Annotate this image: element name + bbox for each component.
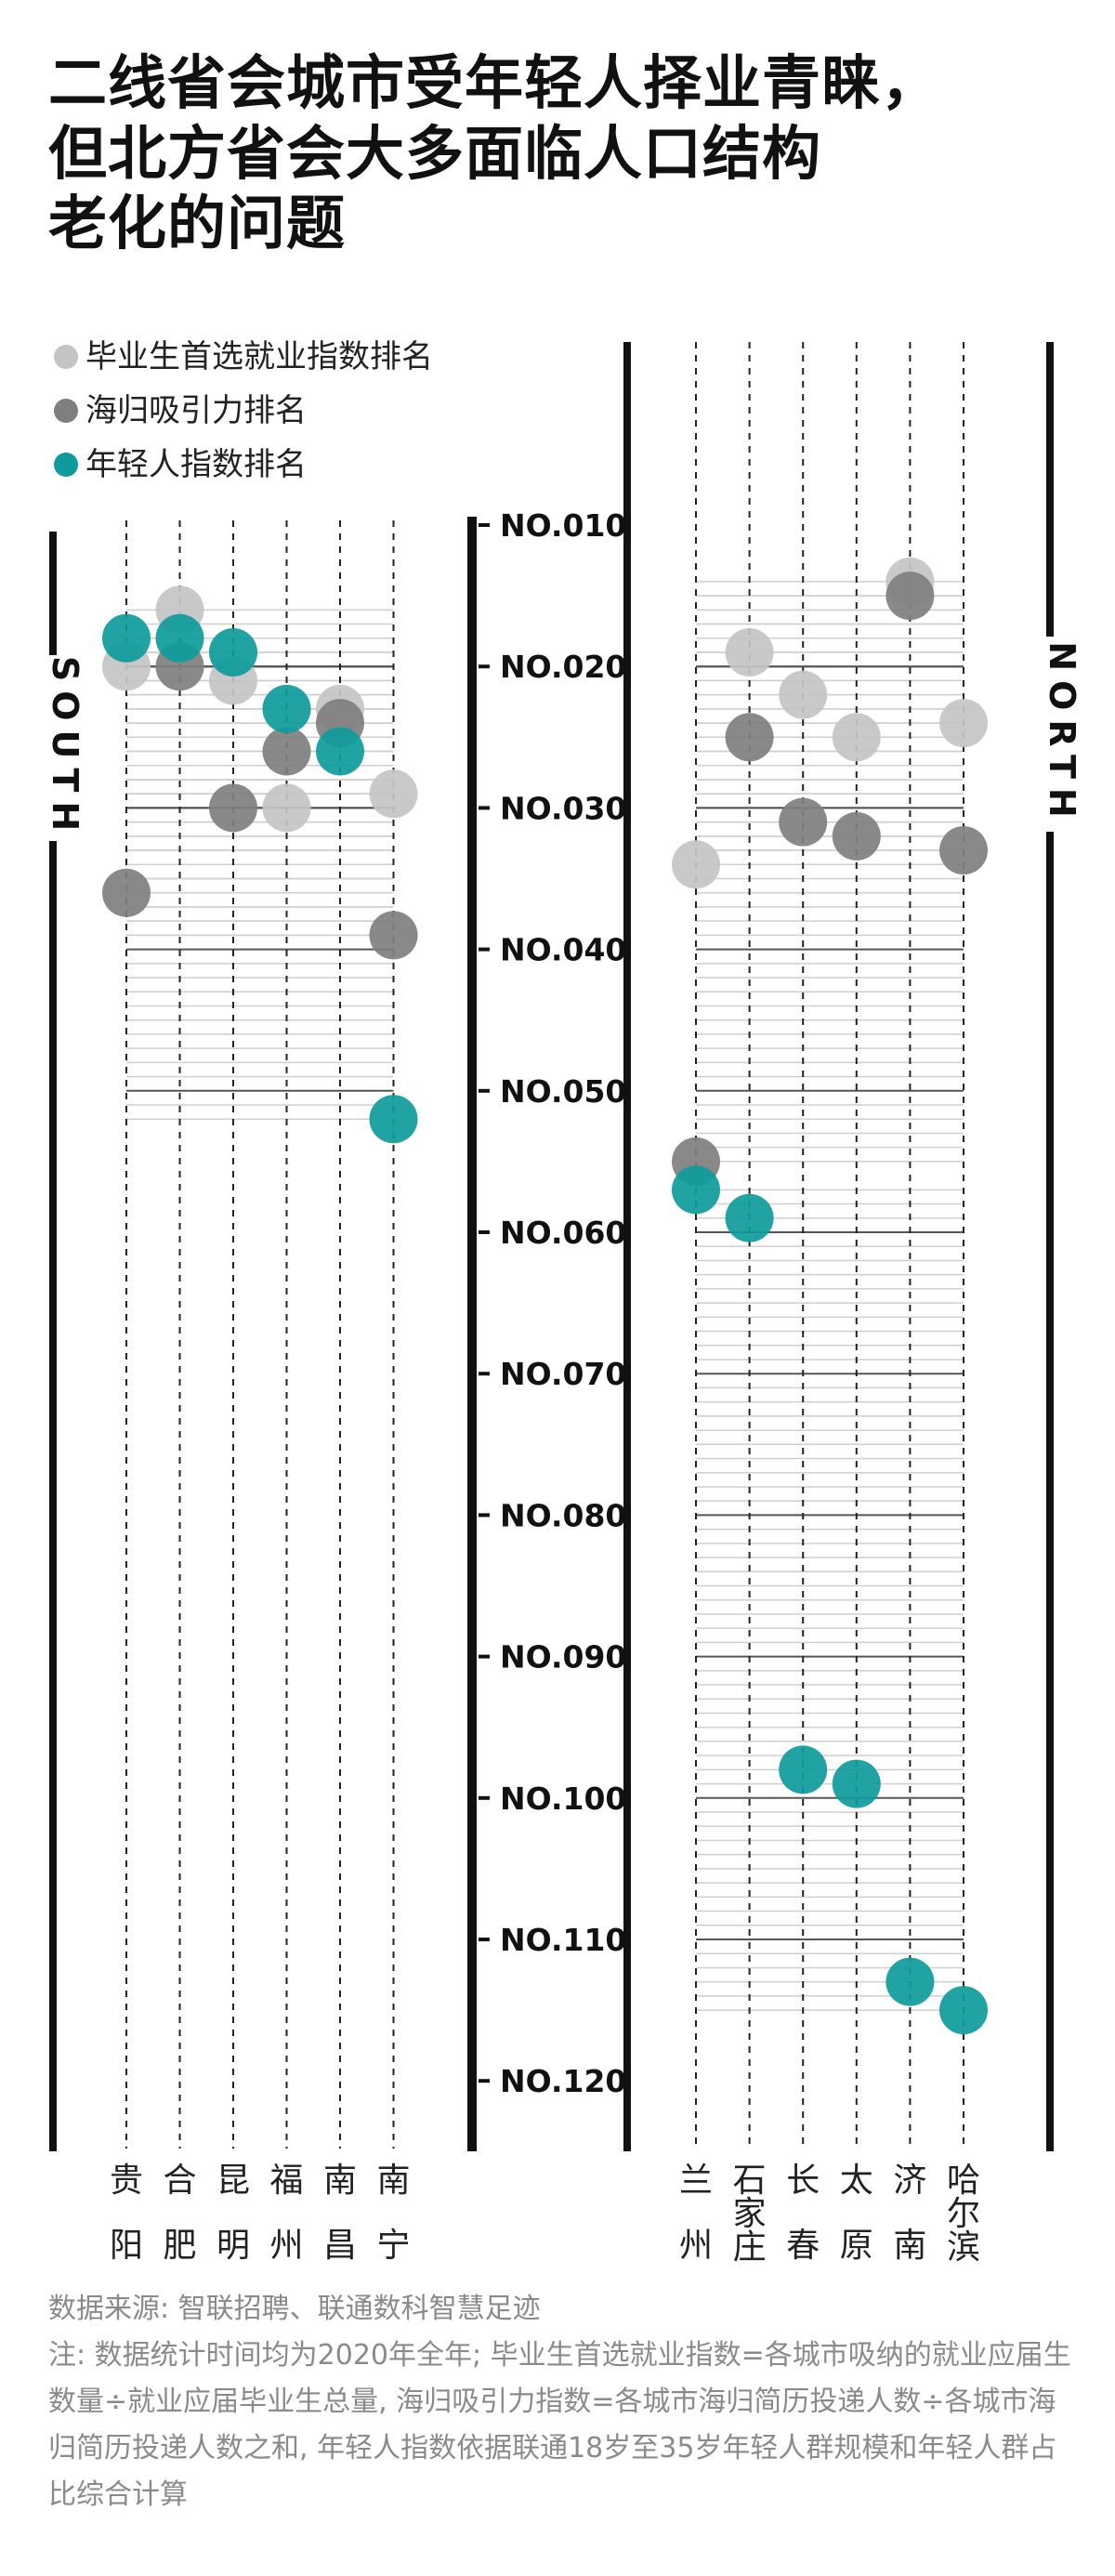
returnee-point — [102, 868, 151, 917]
graduate-point — [672, 840, 720, 889]
legend-marker-3 — [54, 453, 78, 477]
youth-point — [885, 1957, 935, 2006]
legend-label-2: 海归吸引力排名 — [85, 392, 307, 429]
title-line-1: 二线省会城市受年轻人择业青睐， — [48, 49, 940, 117]
youth-point — [832, 1759, 881, 1808]
graduate-point — [832, 713, 881, 762]
youth-point — [939, 1986, 988, 2035]
youth-point — [155, 613, 204, 663]
city-label: 春 — [786, 2227, 820, 2265]
y-tick-label: NO.080 — [500, 1497, 626, 1533]
youth-point — [316, 727, 364, 776]
y-tick-label: NO.010 — [500, 507, 626, 544]
legend-label-3: 年轻人指数排名 — [85, 446, 307, 483]
legend-marker-1 — [54, 345, 78, 369]
y-tick-label: NO.090 — [500, 1639, 626, 1676]
city-label: 哈 — [947, 2162, 980, 2200]
city-label: 南 — [893, 2227, 926, 2265]
city-label: 尔 — [947, 2195, 980, 2233]
city-label: 南 — [376, 2162, 410, 2200]
y-tick-label: NO.020 — [500, 649, 626, 685]
method-note: 注: 数据统计时间均为2020年全年; 毕业生首选就业指数=各城市吸纳的就业应届… — [48, 2339, 1071, 2511]
city-label: 石 — [733, 2162, 767, 2200]
region-label-north: NORTH — [1042, 641, 1082, 826]
city-label: 昌 — [323, 2227, 357, 2265]
youth-point — [209, 627, 257, 677]
city-label: 阳 — [110, 2227, 143, 2265]
returnee-point — [369, 911, 418, 960]
city-label: 庄 — [733, 2228, 767, 2267]
city-label: 长 — [786, 2162, 820, 2200]
footer: 数据来源: 智联招聘、联通数科智慧足迹 注: 数据统计时间均为2020年全年; … — [48, 2286, 1080, 2518]
graduate-point — [262, 783, 311, 833]
graduate-point — [369, 769, 418, 819]
city-label: 南 — [323, 2162, 357, 2200]
city-label: 合 — [163, 2162, 196, 2200]
city-label: 家 — [733, 2195, 767, 2233]
city-label: 太 — [840, 2162, 873, 2200]
youth-point — [672, 1165, 720, 1215]
youth-point — [725, 1193, 774, 1242]
city-label: 济 — [893, 2162, 926, 2200]
returnee-point — [832, 811, 881, 861]
chart-title: 二线省会城市受年轻人择业青睐， 但北方省会大多面临人口结构 老化的问题 — [48, 48, 1070, 259]
legend-label-1: 毕业生首选就业指数排名 — [85, 338, 433, 375]
city-label: 贵 — [110, 2162, 143, 2200]
y-tick-label: NO.070 — [500, 1356, 626, 1392]
youth-point — [779, 1745, 828, 1794]
graduate-point — [779, 670, 828, 719]
city-label: 州 — [269, 2227, 303, 2265]
region-label-south: SOUTH — [45, 656, 85, 840]
city-label: 明 — [216, 2227, 250, 2265]
y-tick-label: NO.040 — [500, 932, 626, 968]
city-label: 滨 — [947, 2228, 980, 2267]
y-tick-label: NO.110 — [500, 1922, 626, 1958]
y-tick-label: NO.060 — [500, 1215, 626, 1251]
city-label: 兰 — [679, 2162, 713, 2200]
city-label: 肥 — [163, 2227, 196, 2265]
youth-point — [102, 613, 151, 663]
title-line-2: 但北方省会大多面临人口结构 — [48, 119, 821, 188]
youth-point — [262, 684, 311, 733]
youth-point — [369, 1095, 418, 1144]
graduate-point — [939, 699, 988, 748]
graduate-point — [725, 627, 774, 677]
returnee-point — [209, 783, 257, 833]
title-line-3: 老化的问题 — [48, 190, 346, 258]
legend-marker-2 — [54, 399, 78, 423]
city-label: 原 — [840, 2227, 873, 2265]
y-tick-label: NO.050 — [500, 1073, 626, 1110]
y-tick-label: NO.120 — [500, 2063, 626, 2099]
source-note: 数据来源: 智联招聘、联通数科智慧足迹 — [48, 2293, 541, 2325]
city-label: 宁 — [376, 2227, 410, 2265]
y-tick-label: NO.100 — [500, 1781, 626, 1817]
returnee-point — [779, 797, 828, 847]
returnee-point — [885, 572, 935, 621]
city-label: 福 — [269, 2162, 303, 2200]
y-tick-label: NO.030 — [500, 790, 626, 826]
city-label: 昆 — [216, 2162, 250, 2200]
city-label: 州 — [679, 2227, 713, 2265]
returnee-point — [262, 727, 311, 776]
returnee-point — [939, 826, 988, 875]
returnee-point — [725, 713, 774, 762]
